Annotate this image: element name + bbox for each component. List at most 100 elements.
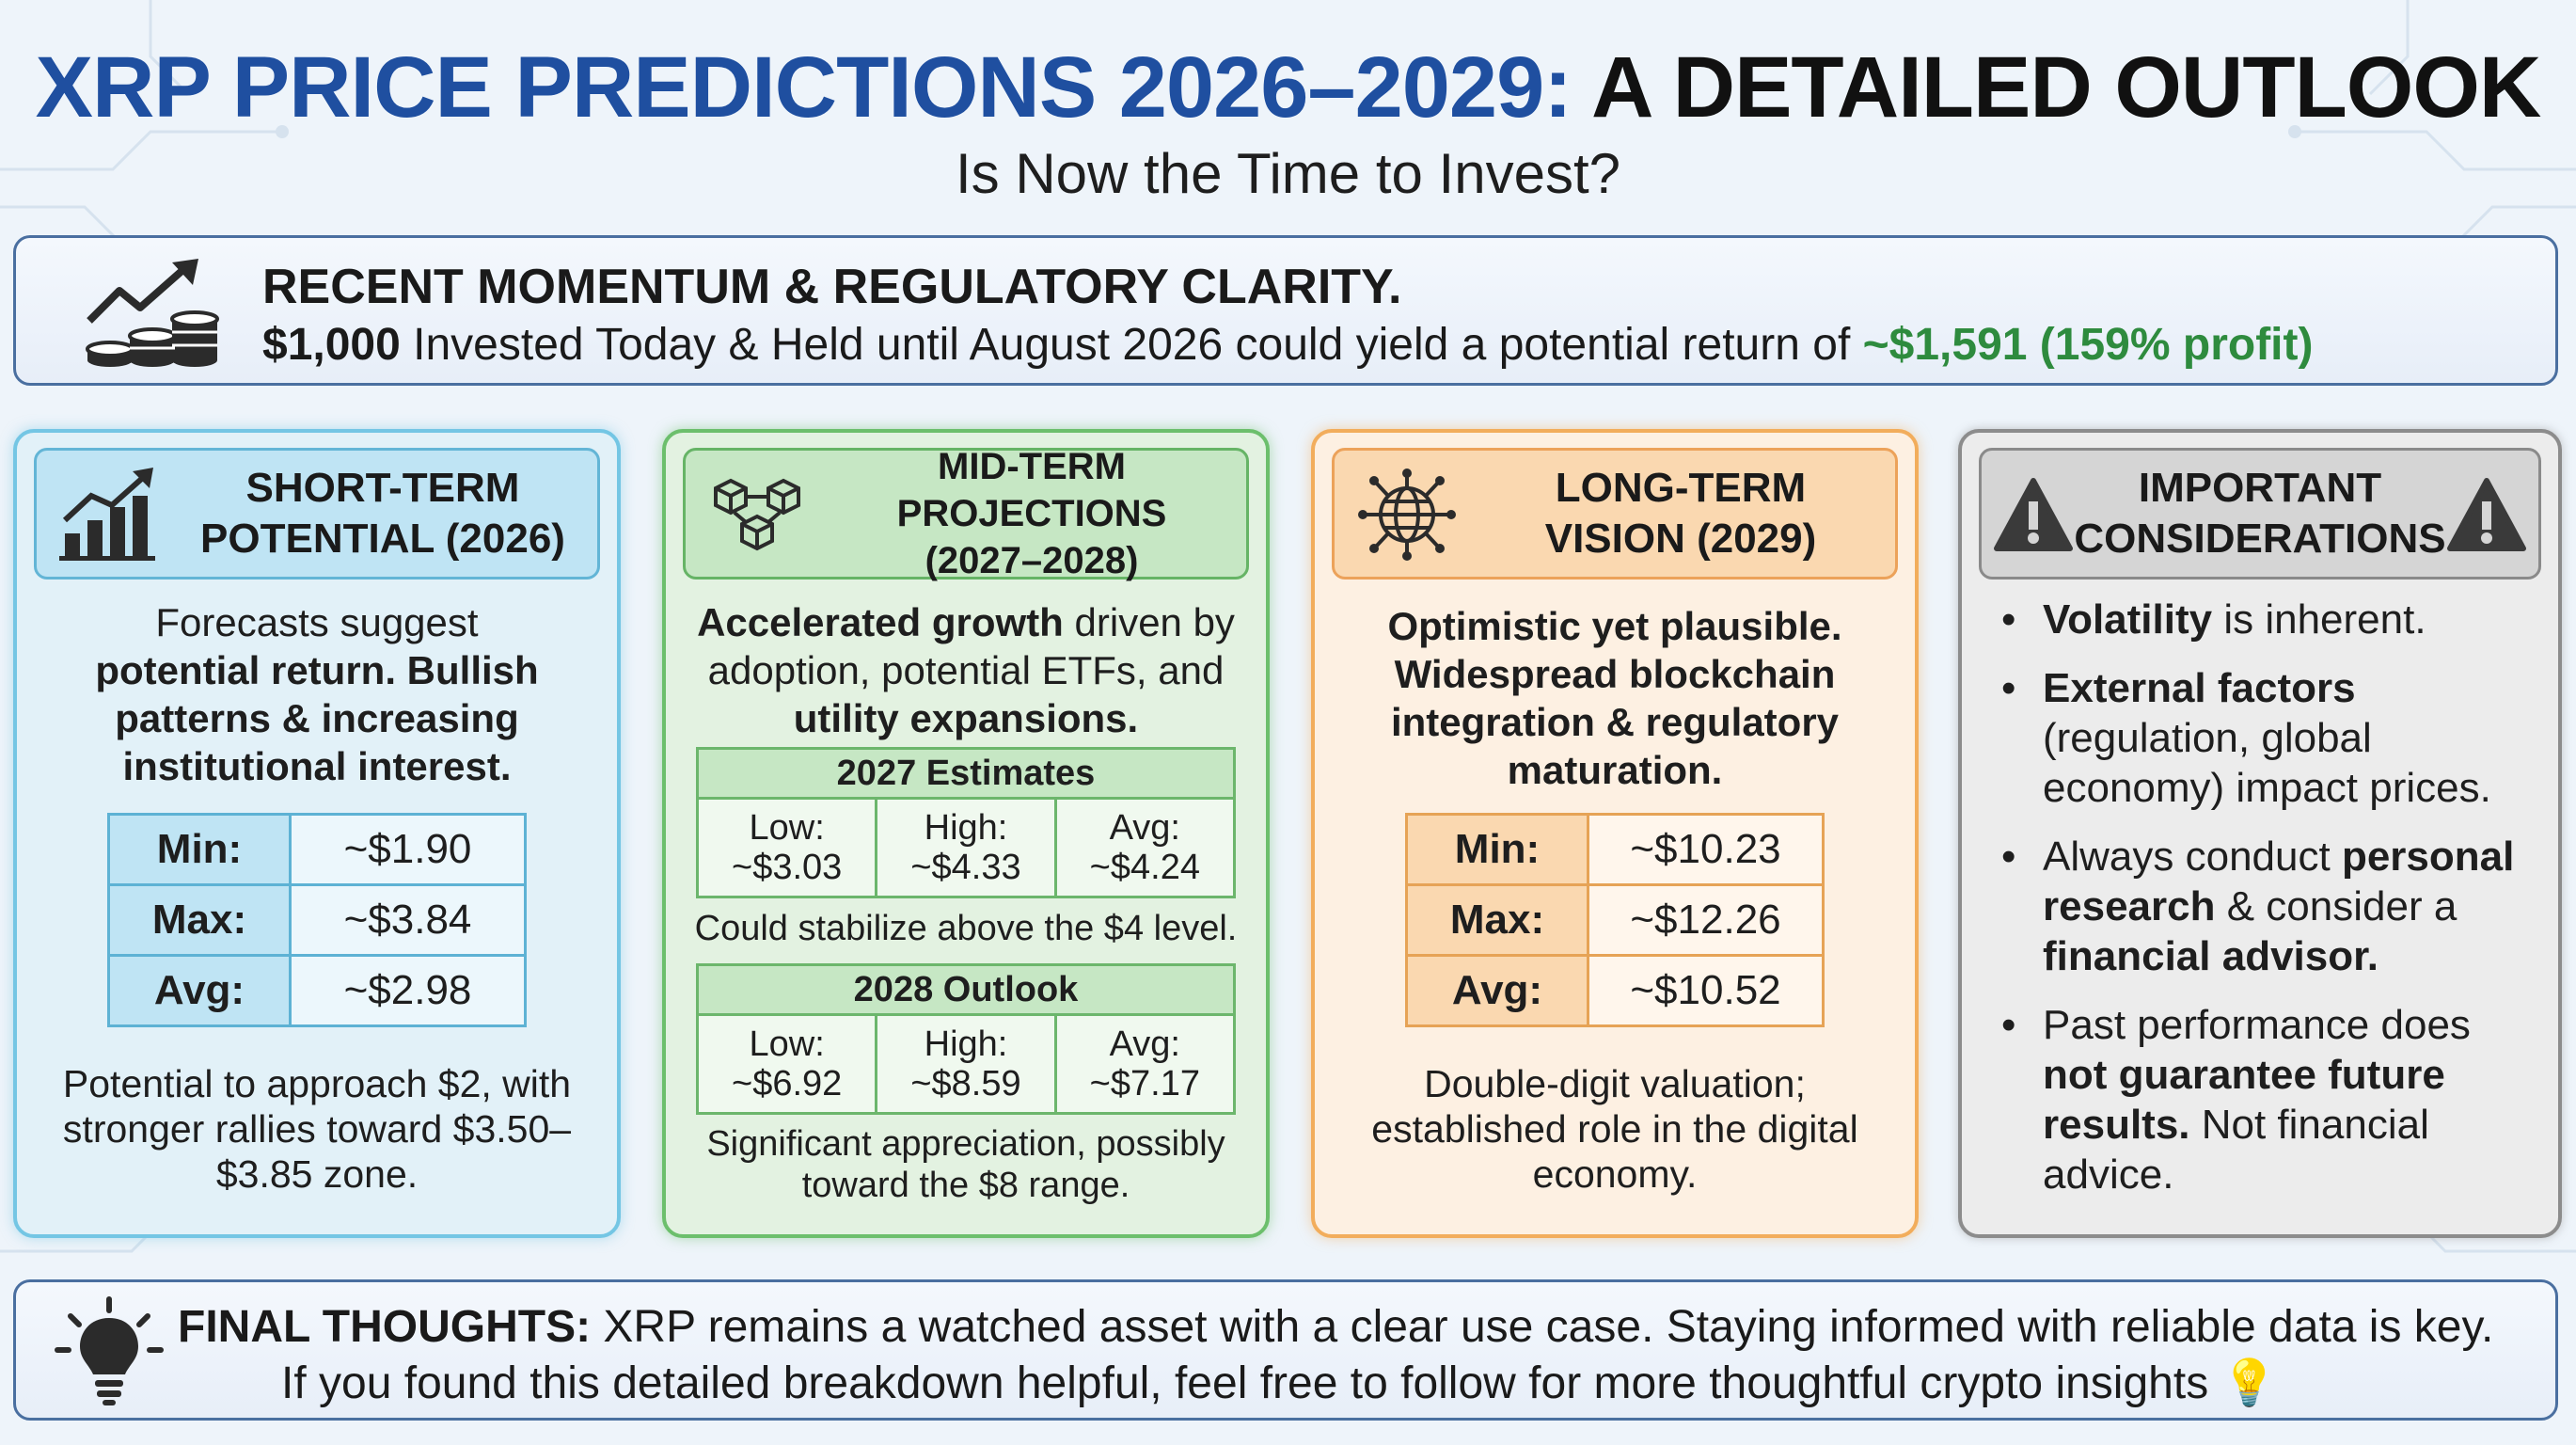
stat-label: Max: — [107, 883, 292, 957]
estimate-cell: Avg: ~$4.24 — [1053, 797, 1237, 898]
considerations-title-l1: IMPORTANT — [2138, 465, 2382, 511]
short-term-card: SHORT-TERM POTENTIAL (2026) Forecasts sug… — [13, 429, 621, 1238]
title-highlight: XRP PRICE PREDICTIONS 2026–2029: — [35, 40, 1572, 135]
table-header-row: 2027 Estimates — [696, 747, 1236, 800]
momentum-text: $1,000 Invested Today & Held until Augus… — [262, 319, 2313, 371]
considerations-title-l2: CONSIDERATIONS — [2074, 516, 2446, 562]
stat-label: Min: — [1405, 813, 1589, 886]
coins-chart-icon — [86, 259, 219, 367]
list-item: Past performance does not guarantee futu… — [1996, 1000, 2539, 1199]
short-term-intro-plain: Forecasts suggest — [155, 600, 479, 644]
mid-term-title-l1: MID-TERM PROJECTIONS — [896, 446, 1167, 534]
estimate-value: ~$6.92 — [732, 1064, 843, 1104]
final-thoughts-line2: If you found this detailed breakdown hel… — [281, 1358, 2278, 1408]
considerations-title: IMPORTANT CONSIDERATIONS — [2074, 451, 2446, 577]
mid-term-card: MID-TERM PROJECTIONS (2027–2028) Accelera… — [662, 429, 1270, 1238]
stat-label: Avg: — [107, 954, 292, 1027]
short-term-title-l2: POTENTIAL (2026) — [200, 516, 565, 562]
mid-term-title-l2: (2027–2028) — [925, 540, 1139, 581]
long-term-card: LONG-TERM VISION (2029) Optimistic yet pl… — [1311, 429, 1919, 1238]
outlook-2028-heading: 2028 Outlook — [696, 963, 1236, 1016]
estimate-value: ~$4.33 — [910, 848, 1021, 887]
list-item: External factors (regulation, global eco… — [1996, 663, 2539, 813]
outlook-2028-note: Significant appreciation, possibly towar… — [706, 1124, 1225, 1205]
estimate-cell: Low: ~$6.92 — [695, 1013, 878, 1115]
item-text: (regulation, global economy) impact pric… — [2043, 715, 2491, 811]
stat-value: ~$10.52 — [1587, 954, 1825, 1027]
potential-return: ~$1,591 (159% profit) — [1862, 320, 2314, 370]
short-term-header: SHORT-TERM POTENTIAL (2026) — [34, 448, 600, 580]
long-term-title-l1: LONG-TERM — [1555, 465, 1807, 511]
estimate-label: High: — [924, 808, 1008, 848]
table-header-row: 2028 Outlook — [696, 963, 1236, 1016]
table-row: Min: ~$1.90 — [107, 813, 527, 886]
stat-value: ~$2.98 — [289, 954, 527, 1027]
estimates-2027-table: 2027 Estimates Low: ~$3.03 High: ~$4.33 Av… — [695, 747, 1237, 898]
item-text: Always conduct — [2043, 834, 2342, 880]
table-row: Low: ~$6.92 High: ~$8.59 Avg: ~$7.17 — [695, 1013, 1237, 1115]
final-thoughts-label: FINAL THOUGHTS: — [178, 1302, 592, 1352]
estimate-label: Low: — [749, 808, 825, 848]
considerations-header: IMPORTANT CONSIDERATIONS — [1979, 448, 2541, 580]
short-term-intro: Forecasts suggest potential return. Bulli… — [45, 598, 589, 790]
long-term-header: LONG-TERM VISION (2029) — [1332, 448, 1898, 580]
item-bold: not guarantee future results. — [2043, 1052, 2445, 1148]
item-text: Past performance does — [2043, 1002, 2471, 1048]
bar-chart-up-icon — [59, 468, 155, 561]
stat-label: Max: — [1405, 883, 1589, 957]
long-term-intro-bold: Optimistic yet plausible. Widespread blo… — [1387, 604, 1842, 792]
globe-network-icon — [1358, 468, 1456, 561]
table-row: Max: ~$3.84 — [107, 883, 527, 957]
long-term-stats-table: Min: ~$10.23 Max: ~$12.26 Avg: ~$10.52 — [1405, 813, 1825, 1027]
momentum-banner: RECENT MOMENTUM & REGULATORY CLARITY. $1… — [13, 235, 2558, 386]
list-item: Volatility is inherent. — [1996, 595, 2539, 644]
table-row: Avg: ~$10.52 — [1405, 954, 1825, 1027]
estimate-value: ~$7.17 — [1089, 1064, 1200, 1104]
estimate-value: ~$3.03 — [732, 848, 843, 887]
short-term-title: SHORT-TERM POTENTIAL (2026) — [178, 451, 588, 577]
mid-term-intro-bold2: utility expansions. — [793, 696, 1139, 740]
estimate-cell: Avg: ~$7.17 — [1053, 1013, 1237, 1115]
table-row: Low: ~$3.03 High: ~$4.33 Avg: ~$4.24 — [695, 797, 1237, 898]
invest-amount: $1,000 — [262, 320, 401, 370]
considerations-list: Volatility is inherent. External factors… — [1996, 595, 2539, 1218]
long-term-footer: Double-digit valuation; established role… — [1371, 1062, 1858, 1196]
short-term-intro-bold: potential return. Bullish patterns & inc… — [95, 648, 539, 788]
item-text: is inherent. — [2212, 596, 2426, 643]
estimate-cell: High: ~$8.59 — [875, 1013, 1057, 1115]
item-bold: External factors — [2043, 665, 2356, 711]
final-thoughts-text: XRP remains a watched asset with a clear… — [591, 1302, 2494, 1352]
final-thoughts-line1: FINAL THOUGHTS: XRP remains a watched as… — [178, 1301, 2493, 1353]
stat-value: ~$10.23 — [1587, 813, 1825, 886]
mid-term-intro-plain: driven by adoption, potential ETFs, and — [707, 600, 1235, 692]
outlook-2028-table: 2028 Outlook Low: ~$6.92 High: ~$8.59 Avg:… — [695, 963, 1237, 1115]
stat-value: ~$1.90 — [289, 813, 527, 886]
estimate-cell: Low: ~$3.03 — [695, 797, 878, 898]
mid-term-title: MID-TERM PROJECTIONS (2027–2028) — [827, 446, 1237, 581]
short-term-stats-table: Min: ~$1.90 Max: ~$3.84 Avg: ~$2.98 — [107, 813, 527, 1027]
stat-value: ~$3.84 — [289, 883, 527, 957]
table-row: Min: ~$10.23 — [1405, 813, 1825, 886]
momentum-heading: RECENT MOMENTUM & REGULATORY CLARITY. — [262, 260, 1402, 314]
item-bold: personal research — [2043, 834, 2515, 929]
estimate-value: ~$8.59 — [910, 1064, 1021, 1104]
stat-label: Min: — [107, 813, 292, 886]
considerations-card: IMPORTANT CONSIDERATIONS Volatility is in… — [1958, 429, 2562, 1238]
short-term-title-l1: SHORT-TERM — [245, 465, 520, 511]
estimate-value: ~$4.24 — [1089, 848, 1200, 887]
warning-triangle-icon — [1994, 478, 2073, 551]
item-text: & consider a — [2215, 883, 2457, 929]
mid-term-intro: Accelerated growth driven by adoption, p… — [694, 598, 1238, 742]
warning-triangle-icon — [2447, 478, 2526, 551]
final-thoughts-banner: FINAL THOUGHTS: XRP remains a watched as… — [13, 1279, 2558, 1421]
mid-term-intro-bold1: Accelerated growth — [697, 600, 1064, 644]
estimate-label: Avg: — [1109, 808, 1180, 848]
stat-value: ~$12.26 — [1587, 883, 1825, 957]
estimate-label: Low: — [749, 1024, 825, 1064]
item-bold: financial advisor. — [2043, 933, 2379, 979]
short-term-footer: Potential to approach $2, with stronger … — [62, 1062, 572, 1196]
list-item: Always conduct personal research & consi… — [1996, 832, 2539, 981]
long-term-title: LONG-TERM VISION (2029) — [1476, 451, 1886, 577]
long-term-intro: Optimistic yet plausible. Widespread blo… — [1343, 602, 1887, 794]
estimate-cell: High: ~$4.33 — [875, 797, 1057, 898]
